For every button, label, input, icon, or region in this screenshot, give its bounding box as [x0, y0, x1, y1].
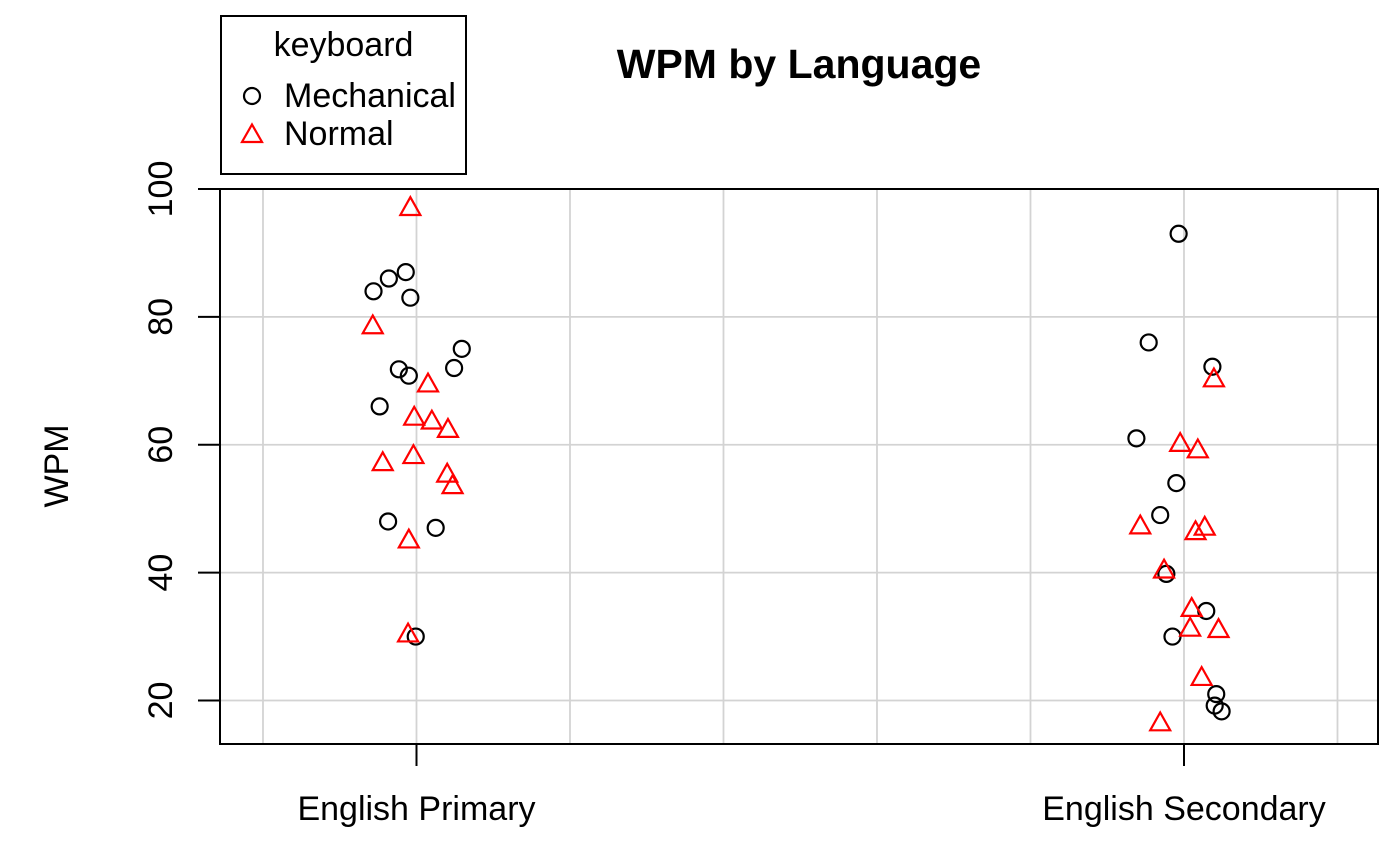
- data-point-triangle: [360, 313, 385, 335]
- data-point-triangle: [440, 473, 465, 495]
- data-point-circle: [406, 627, 425, 646]
- data-point-circle: [1203, 357, 1222, 376]
- data-point-circle: [401, 288, 420, 307]
- legend-item-label: Normal: [284, 115, 394, 153]
- data-point-circle: [396, 263, 415, 282]
- y-tick-label: 20: [142, 682, 180, 720]
- legend-items: Mechanical Normal: [222, 77, 465, 153]
- data-point-triangle: [1168, 430, 1193, 453]
- data-point-triangle: [1148, 710, 1173, 732]
- data-point-circle: [389, 360, 408, 379]
- data-point-circle: [1127, 429, 1146, 448]
- data-point-triangle: [1128, 513, 1153, 535]
- data-point-triangle: [416, 371, 440, 393]
- x-tick-label: English Secondary: [1042, 790, 1326, 828]
- data-point-circle: [364, 282, 383, 301]
- plot-box: [219, 188, 1379, 745]
- data-point-triangle: [1202, 366, 1226, 388]
- data-point-circle: [1139, 333, 1158, 352]
- data-point-circle: [379, 269, 398, 288]
- data-point-circle: [1207, 685, 1226, 704]
- data-point-triangle: [398, 194, 423, 217]
- data-point-circle: [445, 358, 464, 378]
- y-tick-label: 80: [142, 298, 180, 336]
- data-point-circle: [1151, 505, 1170, 525]
- legend-item: Mechanical: [222, 77, 465, 115]
- data-point-triangle: [396, 621, 420, 643]
- data-point-triangle: [1178, 615, 1203, 637]
- y-tick-label: 100: [142, 161, 180, 218]
- legend-item: Normal: [222, 115, 465, 153]
- data-point-circle: [1163, 627, 1182, 646]
- y-axis-label: WPM: [38, 424, 76, 508]
- data-point-triangle: [370, 450, 395, 472]
- data-point-triangle: [1192, 514, 1217, 536]
- data-point-triangle: [401, 443, 426, 465]
- data-point-triangle: [1189, 664, 1214, 687]
- data-point-triangle: [1183, 519, 1208, 541]
- data-point-circle: [1212, 702, 1231, 721]
- data-point-triangle: [396, 527, 421, 549]
- y-tick-label: 40: [142, 554, 180, 592]
- circle-marker-icon: [242, 86, 262, 106]
- data-point-triangle: [1206, 616, 1231, 639]
- data-point-triangle: [1179, 595, 1204, 617]
- data-point-circle: [370, 397, 389, 416]
- y-tick-label: 60: [142, 426, 180, 464]
- triangle-marker-icon: [240, 122, 264, 144]
- chart-title: WPM by Language: [616, 41, 982, 87]
- data-point-triangle: [1152, 557, 1176, 579]
- data-point-circle: [379, 512, 398, 531]
- legend-item-label: Mechanical: [284, 77, 456, 115]
- data-point-triangle: [402, 404, 427, 426]
- x-tick-label: English Primary: [297, 790, 535, 828]
- data-point-triangle: [435, 461, 460, 483]
- data-point-circle: [399, 366, 418, 385]
- data-point-circle: [426, 518, 445, 537]
- legend-title: keyboard: [273, 26, 414, 64]
- data-point-circle: [1167, 474, 1186, 493]
- data-point-triangle: [436, 416, 460, 438]
- data-point-circle: [452, 339, 471, 358]
- data-point-triangle: [419, 408, 444, 430]
- data-point-circle: [1169, 224, 1188, 243]
- legend: keyboard Mechanical Normal: [220, 15, 467, 175]
- data-point-triangle: [1185, 437, 1210, 459]
